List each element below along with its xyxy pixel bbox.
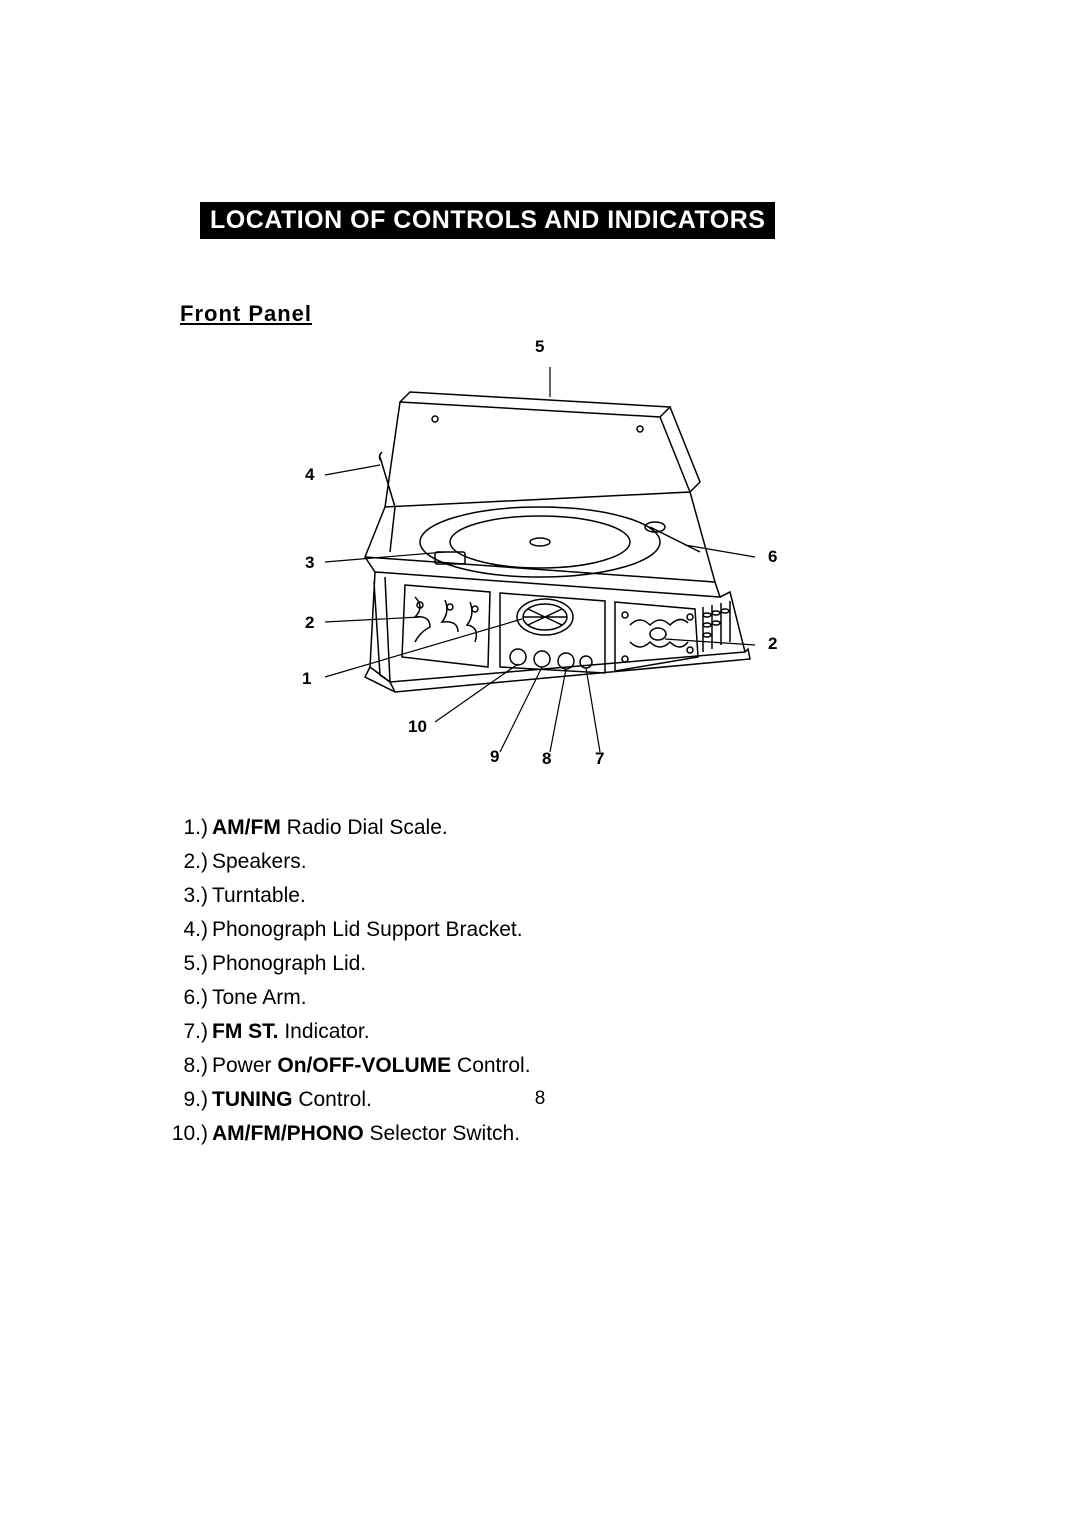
controls-list: 1.)AM/FM Radio Dial Scale.2.)Speakers.3.… <box>158 816 900 1146</box>
list-item: 10.)AM/FM/PHONO Selector Switch. <box>158 1122 900 1146</box>
list-item: 1.)AM/FM Radio Dial Scale. <box>158 816 900 840</box>
list-item-number: 6.) <box>158 986 208 1010</box>
list-item-text: Power On/OFF-VOLUME Control. <box>212 1054 900 1078</box>
diagram-area: 5 4 3 2 1 6 2 10 9 8 7 <box>180 337 900 762</box>
list-item-text: AM/FM/PHONO Selector Switch. <box>212 1122 900 1146</box>
list-item-number: 10.) <box>158 1122 208 1146</box>
page-number: 8 <box>535 1088 546 1110</box>
page-content: LOCATION OF CONTROLS AND INDICATORS Fron… <box>180 202 900 1146</box>
list-item-number: 4.) <box>158 918 208 942</box>
list-item-text: AM/FM Radio Dial Scale. <box>212 816 900 840</box>
list-item-number: 2.) <box>158 850 208 874</box>
list-item-text: Speakers. <box>212 850 900 874</box>
callout-1: 1 <box>302 669 311 689</box>
list-item-number: 8.) <box>158 1054 208 1078</box>
list-item-text: FM ST. Indicator. <box>212 1020 900 1044</box>
callout-5: 5 <box>535 337 544 357</box>
list-item-text: Phonograph Lid Support Bracket. <box>212 918 900 942</box>
list-item: 6.)Tone Arm. <box>158 986 900 1010</box>
callout-6: 6 <box>768 547 777 567</box>
list-item-number: 9.) <box>158 1088 208 1112</box>
callout-2-right: 2 <box>768 634 777 654</box>
callout-4: 4 <box>305 465 314 485</box>
list-item: 3.)Turntable. <box>158 884 900 908</box>
list-item: 2.)Speakers. <box>158 850 900 874</box>
list-item: 4.)Phonograph Lid Support Bracket. <box>158 918 900 942</box>
callout-8: 8 <box>542 749 551 769</box>
list-item: 7.)FM ST. Indicator. <box>158 1020 900 1044</box>
callout-3: 3 <box>305 553 314 573</box>
list-item-number: 3.) <box>158 884 208 908</box>
list-item-text: Turntable. <box>212 884 900 908</box>
list-item-number: 5.) <box>158 952 208 976</box>
list-item-number: 1.) <box>158 816 208 840</box>
list-item: 5.)Phonograph Lid. <box>158 952 900 976</box>
callout-7: 7 <box>595 749 604 769</box>
subtitle: Front Panel <box>180 301 900 327</box>
callout-9: 9 <box>490 747 499 767</box>
title-bar: LOCATION OF CONTROLS AND INDICATORS <box>200 202 775 239</box>
list-item: 9.)TUNING Control. <box>158 1088 900 1112</box>
phonograph-diagram <box>270 357 790 757</box>
list-item-number: 7.) <box>158 1020 208 1044</box>
list-item-text: Tone Arm. <box>212 986 900 1010</box>
callout-10: 10 <box>408 717 427 737</box>
list-item-text: Phonograph Lid. <box>212 952 900 976</box>
list-item: 8.)Power On/OFF-VOLUME Control. <box>158 1054 900 1078</box>
callout-2-left: 2 <box>305 613 314 633</box>
list-item-text: TUNING Control. <box>212 1088 900 1112</box>
